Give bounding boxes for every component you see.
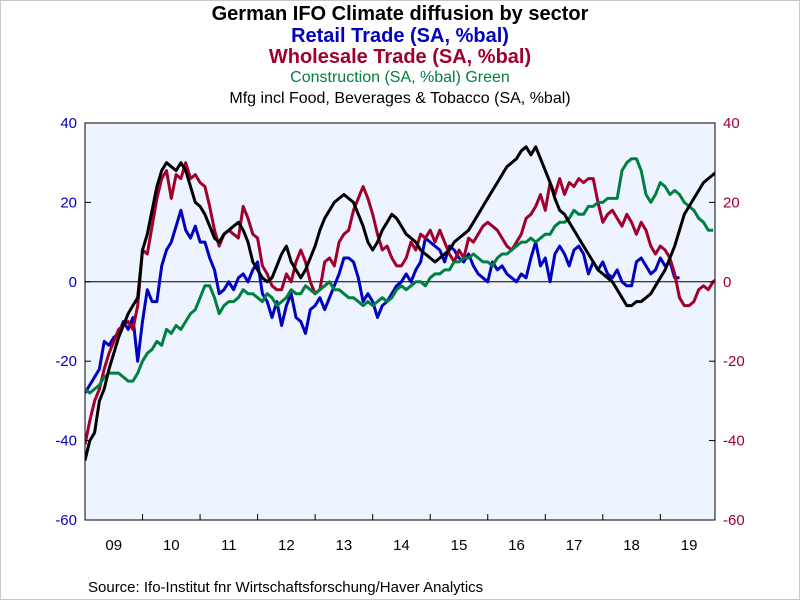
chart-titles: German IFO Climate diffusion by sectorRe… [212, 3, 589, 107]
y-left-tick-label: 0 [69, 274, 77, 291]
series-line-3 [85, 157, 714, 395]
source-note: Source: Ifo-Institut fnr Wirtschaftsfors… [88, 579, 483, 596]
x-tick-label: 14 [393, 537, 410, 554]
y-right-tick-label: -20 [723, 353, 745, 370]
y-right-tick-label: -40 [723, 433, 745, 450]
y-right-tick-label: 0 [723, 274, 731, 291]
y-right-tick-label: -60 [723, 512, 745, 529]
x-tick-label: 19 [681, 537, 698, 554]
title-line-1: German IFO Climate diffusion by sector [212, 3, 589, 25]
x-axis: 09 10 11 12 13 14 15 16 17 18 19 [84, 514, 698, 554]
title-line-2: Retail Trade (SA, %bal) [291, 25, 509, 47]
series-line-4 [85, 145, 715, 461]
x-tick-label: 15 [451, 537, 468, 554]
x-tick-label: 17 [566, 537, 583, 554]
x-tick-label: 10 [163, 537, 180, 554]
title-line-4: Construction (SA, %bal) Green [290, 69, 510, 86]
x-tick-label: 09 [105, 537, 122, 554]
y-left-tick-label: 20 [60, 194, 77, 211]
y-left-tick-label: 40 [60, 115, 77, 132]
y-left-tick-label: -40 [55, 433, 77, 450]
x-tick-label: 13 [336, 537, 353, 554]
series-line-2 [85, 161, 715, 445]
x-tick-label: 12 [278, 537, 295, 554]
series-line-1 [85, 208, 680, 394]
y-left-tick-label: -20 [55, 353, 77, 370]
y-right-tick-label: 40 [723, 115, 740, 132]
y-axis-left: -60 -40 -20 0 20 40 [55, 115, 91, 529]
title-line-5: Mfg incl Food, Beverages & Tobacco (SA, … [229, 90, 570, 107]
series-layer [85, 145, 715, 461]
x-tick-label: 16 [508, 537, 525, 554]
title-line-3: Wholesale Trade (SA, %bal) [269, 46, 531, 68]
x-tick-label: 11 [221, 537, 237, 554]
y-axis-right: -60 -40 -20 0 20 40 [709, 115, 745, 529]
x-tick-label: 18 [623, 537, 640, 554]
y-right-tick-label: 20 [723, 194, 740, 211]
y-left-tick-label: -60 [55, 512, 77, 529]
